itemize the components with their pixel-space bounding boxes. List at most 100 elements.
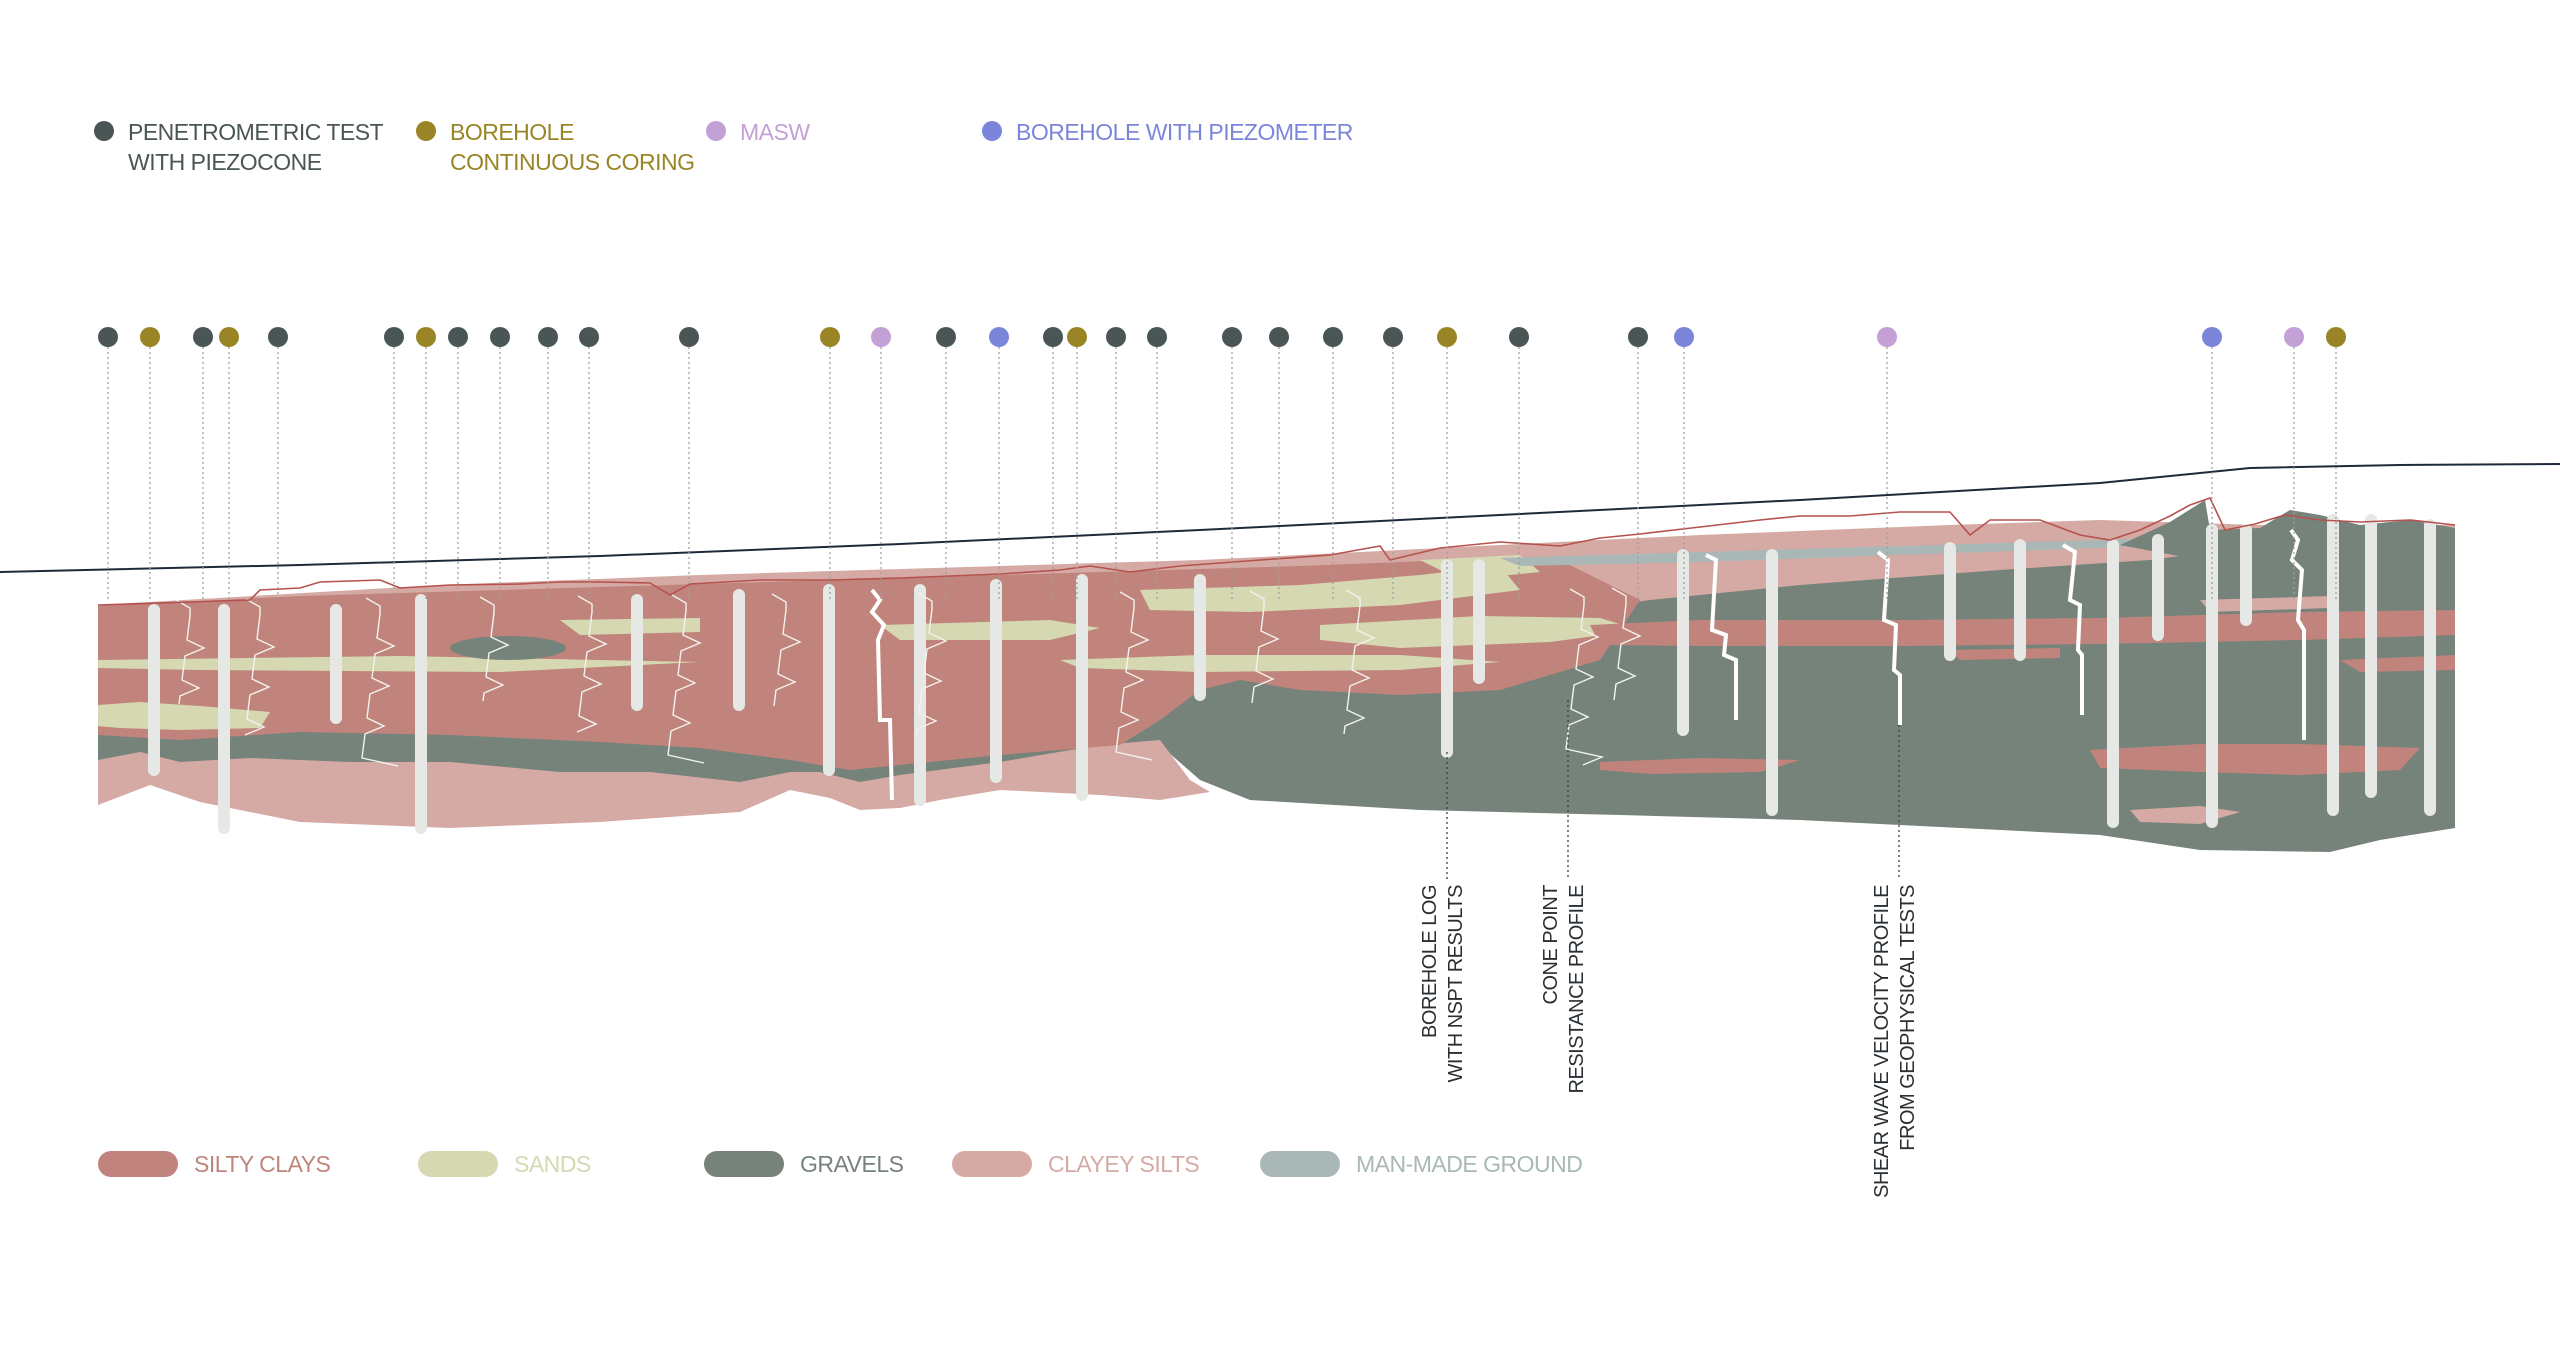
test-point-penetrometric xyxy=(98,327,118,347)
sands-lens xyxy=(560,618,700,635)
sands-lens xyxy=(1140,566,1520,612)
test-point-borehole_coring xyxy=(2326,327,2346,347)
legend-swatch xyxy=(418,1151,498,1177)
sands-lens xyxy=(98,656,700,672)
callout-cone-point: CONE POINT RESISTANCE PROFILE xyxy=(1540,700,1588,1093)
test-point-piezometer xyxy=(989,327,1009,347)
cone-resistance-trace xyxy=(479,596,510,702)
test-point-piezometer xyxy=(2202,327,2222,347)
shear-wave-velocity-profile xyxy=(1876,550,1902,725)
test-point-penetrometric xyxy=(1509,327,1529,347)
probe-columns xyxy=(148,514,2436,834)
callout-borehole-log: BOREHOLE LOG WITH NSPT RESULTS xyxy=(1419,752,1467,1082)
legend-label: CONTINUOUS CORING xyxy=(450,149,695,175)
cone-resistance-trace xyxy=(1343,589,1376,735)
callout-label: SHEAR WAVE VELOCITY PROFILE xyxy=(1871,885,1893,1198)
cone-resistance-trace xyxy=(361,597,399,767)
legend-swatch xyxy=(98,1151,178,1177)
legend-item-man_made_ground: MAN-MADE GROUND xyxy=(1260,1151,1583,1177)
callout-label: WITH NSPT RESULTS xyxy=(1445,885,1467,1083)
legend-label: PENETROMETRIC TEST xyxy=(128,119,384,145)
shear-wave-velocity-profile xyxy=(869,588,894,801)
test-point-penetrometric xyxy=(1147,327,1167,347)
soil-section xyxy=(98,500,2455,852)
shear-wave-velocity-profile xyxy=(2061,543,2084,715)
test-point-penetrometric xyxy=(490,327,510,347)
legend-label: BOREHOLE xyxy=(450,119,574,145)
callout-shear-wave: SHEAR WAVE VELOCITY PROFILE FROM GEOPHYSI… xyxy=(1871,725,1919,1198)
test-point-penetrometric xyxy=(1323,327,1343,347)
legend-swatch xyxy=(704,1151,784,1177)
test-point-penetrometric xyxy=(193,327,213,347)
test-point-piezometer xyxy=(1674,327,1694,347)
clayey-silts-layer-upper xyxy=(98,740,1210,828)
legend-item-masw: MASW xyxy=(706,119,811,145)
test-point-penetrometric xyxy=(1269,327,1289,347)
test-point-penetrometric xyxy=(1628,327,1648,347)
test-point-penetrometric xyxy=(1043,327,1063,347)
legend-label: MAN-MADE GROUND xyxy=(1356,1151,1582,1177)
cone-resistance-red-line xyxy=(97,497,2456,606)
silty-clays-band xyxy=(1600,758,1800,774)
test-point-penetrometric xyxy=(1222,327,1242,347)
legend-label: WITH PIEZOCONE xyxy=(128,149,322,175)
sands-lens xyxy=(1060,655,1500,672)
cone-resistance-trace xyxy=(771,593,802,707)
cone-resistance-trace xyxy=(244,598,276,736)
cone-resistance-trace xyxy=(175,599,206,705)
legend-label: SILTY CLAYS xyxy=(194,1151,331,1177)
legend-marker-dot xyxy=(706,121,726,141)
legend-label: BOREHOLE WITH PIEZOMETER xyxy=(1016,119,1353,145)
legend-item-silty_clays: SILTY CLAYS xyxy=(98,1151,331,1177)
legend-label: MASW xyxy=(740,119,810,145)
legend-marker-dot xyxy=(416,121,436,141)
callout-label: BOREHOLE LOG xyxy=(1419,885,1441,1038)
test-point-markers xyxy=(98,327,2346,600)
cone-resistance-trace xyxy=(576,595,608,733)
test-point-penetrometric xyxy=(268,327,288,347)
test-point-borehole_coring xyxy=(416,327,436,347)
cone-resistance-trace xyxy=(915,592,948,738)
test-point-masw xyxy=(871,327,891,347)
section-callouts: BOREHOLE LOG WITH NSPT RESULTS CONE POINT R… xyxy=(1419,700,1919,1198)
legend-swatch xyxy=(952,1151,1032,1177)
legend-item-piezometer: BOREHOLE WITH PIEZOMETER xyxy=(982,119,1353,145)
gravels-layer xyxy=(98,535,2455,852)
test-point-masw xyxy=(2284,327,2304,347)
cone-resistance-trace xyxy=(1611,587,1642,701)
test-point-borehole_coring xyxy=(1067,327,1087,347)
legend-label: GRAVELS xyxy=(800,1151,904,1177)
test-point-penetrometric xyxy=(384,327,404,347)
gravels-fringe xyxy=(2120,500,2455,560)
test-type-legend: PENETROMETRIC TEST WITH PIEZOCONE BOREHOLE… xyxy=(94,119,1353,175)
shear-wave-velocity-profile xyxy=(2289,528,2306,740)
test-point-masw xyxy=(1877,327,1897,347)
callout-label: CONE POINT xyxy=(1540,885,1562,1005)
legend-item-sands: SANDS xyxy=(418,1151,591,1177)
legend-item-clayey_silts: CLAYEY SILTS xyxy=(952,1151,1200,1177)
callout-label: FROM GEOPHYSICAL TESTS xyxy=(1897,885,1919,1151)
test-point-penetrometric xyxy=(538,327,558,347)
silty-clays-band xyxy=(1950,648,2060,660)
gravels-lens xyxy=(450,636,566,660)
test-point-borehole_coring xyxy=(140,327,160,347)
legend-item-penetrometric: PENETROMETRIC TEST WITH PIEZOCONE xyxy=(94,119,384,175)
soil-type-legend: SILTY CLAYS SANDS GRAVELS CLAYEY SILTS MAN-M… xyxy=(98,1151,1583,1177)
callout-label: RESISTANCE PROFILE xyxy=(1566,885,1588,1094)
test-point-borehole_coring xyxy=(820,327,840,347)
test-point-penetrometric xyxy=(579,327,599,347)
test-point-penetrometric xyxy=(936,327,956,347)
cone-resistance-trace xyxy=(1115,591,1153,761)
legend-swatch xyxy=(1260,1151,1340,1177)
test-point-penetrometric xyxy=(679,327,699,347)
test-point-penetrometric xyxy=(448,327,468,347)
legend-label: CLAYEY SILTS xyxy=(1048,1151,1199,1177)
cone-resistance-trace xyxy=(1249,590,1280,704)
legend-marker-dot xyxy=(982,121,1002,141)
legend-label: SANDS xyxy=(514,1151,591,1177)
test-point-penetrometric xyxy=(1383,327,1403,347)
test-point-borehole_coring xyxy=(219,327,239,347)
test-point-borehole_coring xyxy=(1437,327,1457,347)
legend-marker-dot xyxy=(94,121,114,141)
